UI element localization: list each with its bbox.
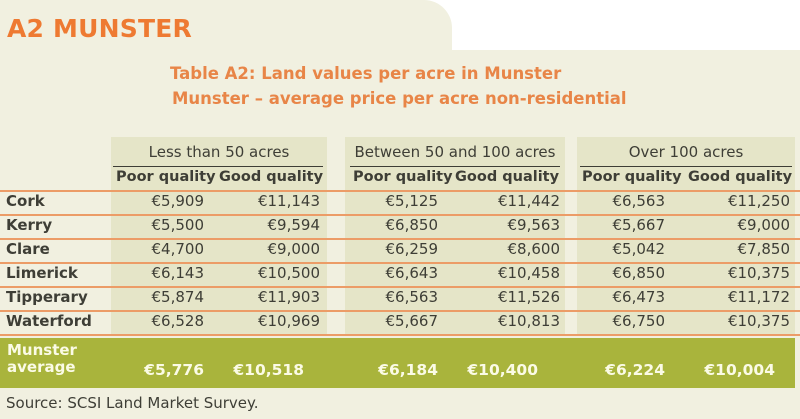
table-cell: €6,643 [385, 264, 439, 282]
table-cell: €10,458 [497, 264, 560, 282]
table-cell: €10,375 [727, 264, 790, 282]
row-county-name: Clare [6, 240, 50, 258]
table-cell: €10,375 [727, 312, 790, 330]
table-cell: €5,909 [151, 192, 205, 210]
table-cell: €6,850 [612, 264, 666, 282]
group-header-over-100: Over 100 acres [628, 143, 744, 161]
row-divider [0, 238, 800, 240]
table-cell: €10,500 [257, 264, 320, 282]
table-cell: €5,125 [385, 192, 439, 210]
table-cell: €9,000 [737, 216, 791, 234]
table-cell: €5,667 [385, 312, 439, 330]
table-cell: €9,000 [267, 240, 321, 258]
table-cell: €11,143 [257, 192, 320, 210]
table-cell: €11,172 [727, 288, 790, 306]
table-cell: €6,143 [151, 264, 205, 282]
average-row-label: Munster average [7, 342, 77, 376]
table-cell: €5,042 [612, 240, 666, 258]
average-row-bar [0, 338, 795, 388]
table-cell: €6,259 [385, 240, 439, 258]
table-cell: €4,700 [151, 240, 205, 258]
table-cell: €6,750 [612, 312, 666, 330]
table-cell: €11,442 [497, 192, 560, 210]
table-cell: €6,563 [385, 288, 439, 306]
table-cell: €6,563 [612, 192, 666, 210]
average-label-line2: average [7, 358, 76, 376]
row-county-name: Limerick [6, 264, 78, 282]
subheader-good-quality: Good quality [455, 169, 560, 185]
subheader-poor-quality: Poor quality [353, 169, 453, 185]
table-cell: €7,850 [737, 240, 791, 258]
source-note: Source: SCSI Land Market Survey. [6, 394, 259, 412]
subheader-good-quality: Good quality [219, 169, 324, 185]
table-title: Table A2: Land values per acre in Munste… [170, 64, 562, 83]
row-divider [0, 190, 800, 192]
table-cell: €9,594 [267, 216, 321, 234]
row-county-name: Tipperary [6, 288, 88, 306]
row-county-name: Waterford [6, 312, 92, 330]
row-divider [0, 214, 800, 216]
row-divider [0, 310, 800, 312]
group-block-less-than-50 [111, 137, 327, 334]
row-divider [0, 286, 800, 288]
average-cell: €6,184 [378, 361, 438, 379]
table-cell: €10,813 [497, 312, 560, 330]
subheader-good-quality: Good quality [688, 169, 793, 185]
average-cell: €6,224 [605, 361, 665, 379]
table-cell: €6,528 [151, 312, 205, 330]
group-header-50-to-100: Between 50 and 100 acres [354, 143, 556, 161]
row-county-name: Cork [6, 192, 45, 210]
table-subtitle: Munster – average price per acre non-res… [172, 89, 627, 108]
table-cell: €6,850 [385, 216, 439, 234]
row-county-name: Kerry [6, 216, 53, 234]
table-cell: €5,667 [612, 216, 666, 234]
average-cell: €10,004 [704, 361, 775, 379]
row-divider [0, 262, 800, 264]
group-underline [350, 166, 560, 167]
group-underline [113, 166, 323, 167]
average-cell: €5,776 [144, 361, 204, 379]
section-heading: A2 MUNSTER [7, 14, 192, 43]
group-block-over-100 [577, 137, 795, 334]
average-label-line1: Munster [7, 341, 77, 359]
table-cell: €5,500 [151, 216, 205, 234]
table-cell: €10,969 [257, 312, 320, 330]
group-header-less-than-50: Less than 50 acres [148, 143, 290, 161]
table-cell: €11,250 [727, 192, 790, 210]
table-cell: €8,600 [507, 240, 561, 258]
row-divider [0, 334, 800, 336]
table-cell: €5,874 [151, 288, 205, 306]
subheader-poor-quality: Poor quality [116, 169, 216, 185]
group-underline [580, 166, 792, 167]
average-cell: €10,400 [467, 361, 538, 379]
table-cell: €6,473 [612, 288, 666, 306]
table-cell: €9,563 [507, 216, 561, 234]
group-block-50-to-100 [345, 137, 565, 334]
table-cell: €11,903 [257, 288, 320, 306]
table-cell: €11,526 [497, 288, 560, 306]
subheader-poor-quality: Poor quality [582, 169, 682, 185]
average-cell: €10,518 [233, 361, 304, 379]
